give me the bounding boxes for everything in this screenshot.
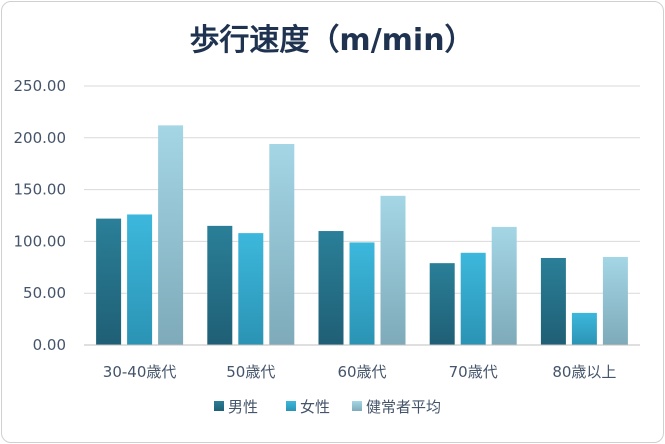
y-tick-label: 250.00 [14,77,67,95]
bar-average [602,256,628,345]
bar-average [269,144,295,345]
x-category-label: 70歳代 [449,363,498,381]
x-axis: 30-40歳代 50歳代 60歳代 70歳代 80歳以上 [84,344,640,381]
bar-female [460,252,486,345]
bar-male [540,257,566,345]
bar-male [318,231,344,345]
bar-female [127,214,153,345]
bar-average [380,195,406,345]
y-tick-label: 150.00 [14,181,67,199]
legend-label: 女性 [300,398,330,416]
bar-female [238,233,264,345]
bar-female [349,242,375,345]
bars [96,125,628,345]
y-tick-label: 50.00 [23,284,66,302]
x-category-label: 30-40歳代 [103,363,177,381]
y-tick-label: 100.00 [14,232,67,250]
x-category-label: 80歳以上 [552,363,616,381]
bar-average [158,125,184,345]
legend-swatch [286,401,296,411]
bar-male [429,263,455,345]
legend-swatch [214,401,224,411]
y-tick-label: 200.00 [14,129,67,147]
y-axis: 0.00 50.00 100.00 150.00 200.00 250.00 [14,77,67,354]
bar-male [96,218,122,345]
legend-swatch [352,401,362,411]
legend: 男性 女性 健常者平均 [214,398,441,416]
legend-label: 健常者平均 [366,398,441,416]
x-category-label: 60歳代 [337,363,386,381]
bar-male [207,225,233,345]
chart-title: 歩行速度（m/min） [189,23,474,58]
bar-average [491,226,517,345]
x-category-label: 50歳代 [226,363,275,381]
legend-label: 男性 [228,398,258,416]
y-tick-label: 0.00 [33,336,66,354]
bar-female [571,312,597,345]
